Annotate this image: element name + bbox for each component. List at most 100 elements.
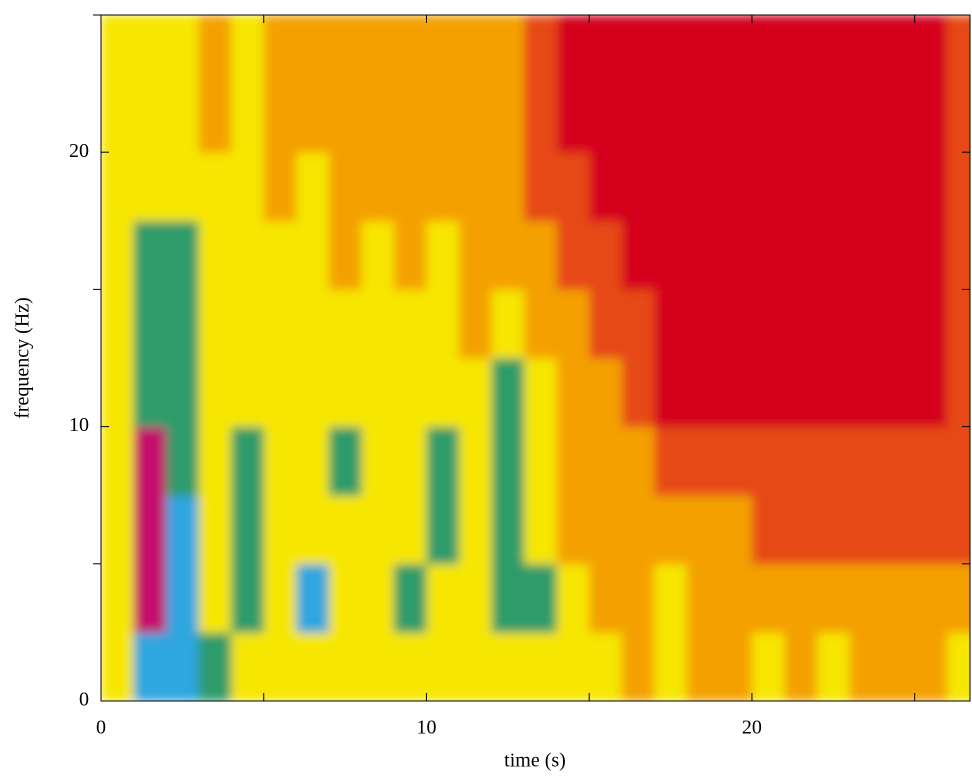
- heatmap-cell: [328, 426, 362, 496]
- heatmap-cell: [166, 632, 200, 701]
- y-tick-label: 10: [69, 414, 89, 436]
- heatmap-cell: [426, 289, 460, 359]
- heatmap-cell: [654, 152, 688, 222]
- heatmap-cell: [133, 563, 167, 633]
- heatmap-cell: [589, 152, 623, 222]
- heatmap-cell: [328, 152, 362, 222]
- heatmap-cell: [133, 15, 167, 85]
- heatmap-cell: [784, 152, 818, 222]
- heatmap-cell: [361, 220, 395, 290]
- heatmap-cell: [393, 358, 427, 428]
- heatmap-cell: [296, 358, 330, 428]
- heatmap-cell: [686, 289, 720, 359]
- heatmap-cell: [393, 15, 427, 85]
- heatmap-cell: [263, 15, 297, 85]
- heatmap-cell: [328, 289, 362, 359]
- heatmap-cell: [719, 358, 753, 428]
- heatmap-cell: [817, 426, 851, 496]
- heatmap-cell: [751, 563, 785, 633]
- heatmap-cell: [849, 15, 883, 85]
- heatmap-cell: [426, 220, 460, 290]
- heatmap-cell: [947, 563, 970, 633]
- y-tick-label: 20: [69, 140, 89, 162]
- heatmap-cell: [393, 220, 427, 290]
- heatmap-cell: [524, 358, 558, 428]
- heatmap-cell: [654, 632, 688, 701]
- heatmap-cell: [686, 152, 720, 222]
- heatmap-cell: [231, 358, 265, 428]
- heatmap-cell: [882, 495, 916, 565]
- heatmap-cell: [621, 15, 655, 85]
- heatmap-cell: [459, 563, 493, 633]
- heatmap-cell: [361, 83, 395, 153]
- heatmap-cell: [524, 83, 558, 153]
- heatmap-cell: [654, 15, 688, 85]
- heatmap-cell: [198, 289, 232, 359]
- heatmap-cell: [817, 152, 851, 222]
- heatmap-cell: [426, 632, 460, 701]
- heatmap-cell: [589, 83, 623, 153]
- heatmap-cell: [882, 83, 916, 153]
- heatmap-cell: [686, 632, 720, 701]
- heatmap-cell: [393, 152, 427, 222]
- heatmap-cell: [849, 495, 883, 565]
- heatmap-cell: [166, 495, 200, 565]
- heatmap-cell: [556, 632, 590, 701]
- heatmap-cell: [361, 563, 395, 633]
- heatmap-cell: [654, 220, 688, 290]
- heatmap-cell: [361, 289, 395, 359]
- heatmap-cell: [296, 563, 330, 633]
- heatmap-cell: [556, 220, 590, 290]
- heatmap-cell: [784, 563, 818, 633]
- heatmap-cell: [361, 15, 395, 85]
- heatmap-cell: [817, 563, 851, 633]
- heatmap-cell: [101, 83, 135, 153]
- heatmap-cell: [426, 426, 460, 496]
- heatmap-cell: [589, 289, 623, 359]
- heatmap-cell: [263, 358, 297, 428]
- heatmap-cell: [817, 289, 851, 359]
- heatmap-cell: [621, 563, 655, 633]
- heatmap-cell: [491, 83, 525, 153]
- heatmap-cell: [166, 15, 200, 85]
- heatmap-cell: [459, 289, 493, 359]
- heatmap-cell: [263, 83, 297, 153]
- heatmap-cell: [589, 15, 623, 85]
- heatmap-cell: [524, 495, 558, 565]
- heatmap-cell: [231, 220, 265, 290]
- heatmap-cell: [166, 289, 200, 359]
- heatmap-cell: [361, 426, 395, 496]
- heatmap-cell: [817, 632, 851, 701]
- heatmap-cell: [459, 358, 493, 428]
- heatmap-cell: [296, 152, 330, 222]
- heatmap-cell: [426, 358, 460, 428]
- heatmap-cell: [719, 83, 753, 153]
- heatmap-cell: [198, 220, 232, 290]
- heatmap-cell: [426, 83, 460, 153]
- heatmap-cell: [328, 83, 362, 153]
- heatmap-cell: [198, 152, 232, 222]
- heatmap-cell: [328, 632, 362, 701]
- heatmap-cell: [849, 563, 883, 633]
- heatmap-cell: [231, 289, 265, 359]
- heatmap-cell: [231, 632, 265, 701]
- plot-frame: [100, 14, 971, 702]
- heatmap-cell: [198, 15, 232, 85]
- y-tick-label: 0: [79, 689, 89, 711]
- heatmap-cell: [589, 632, 623, 701]
- heatmap-cell: [947, 632, 970, 701]
- heatmap-cell: [882, 289, 916, 359]
- heatmap-cell: [393, 632, 427, 701]
- heatmap-cell: [914, 152, 948, 222]
- heatmap-cell: [426, 495, 460, 565]
- heatmap-cell: [491, 563, 525, 633]
- heatmap-cell: [719, 495, 753, 565]
- heatmap-cell: [719, 220, 753, 290]
- heatmap-cell: [459, 83, 493, 153]
- heatmap-cell: [751, 152, 785, 222]
- heatmap-cell: [784, 15, 818, 85]
- heatmap-cell: [947, 426, 970, 496]
- heatmap-cell: [231, 152, 265, 222]
- heatmap-cell: [556, 358, 590, 428]
